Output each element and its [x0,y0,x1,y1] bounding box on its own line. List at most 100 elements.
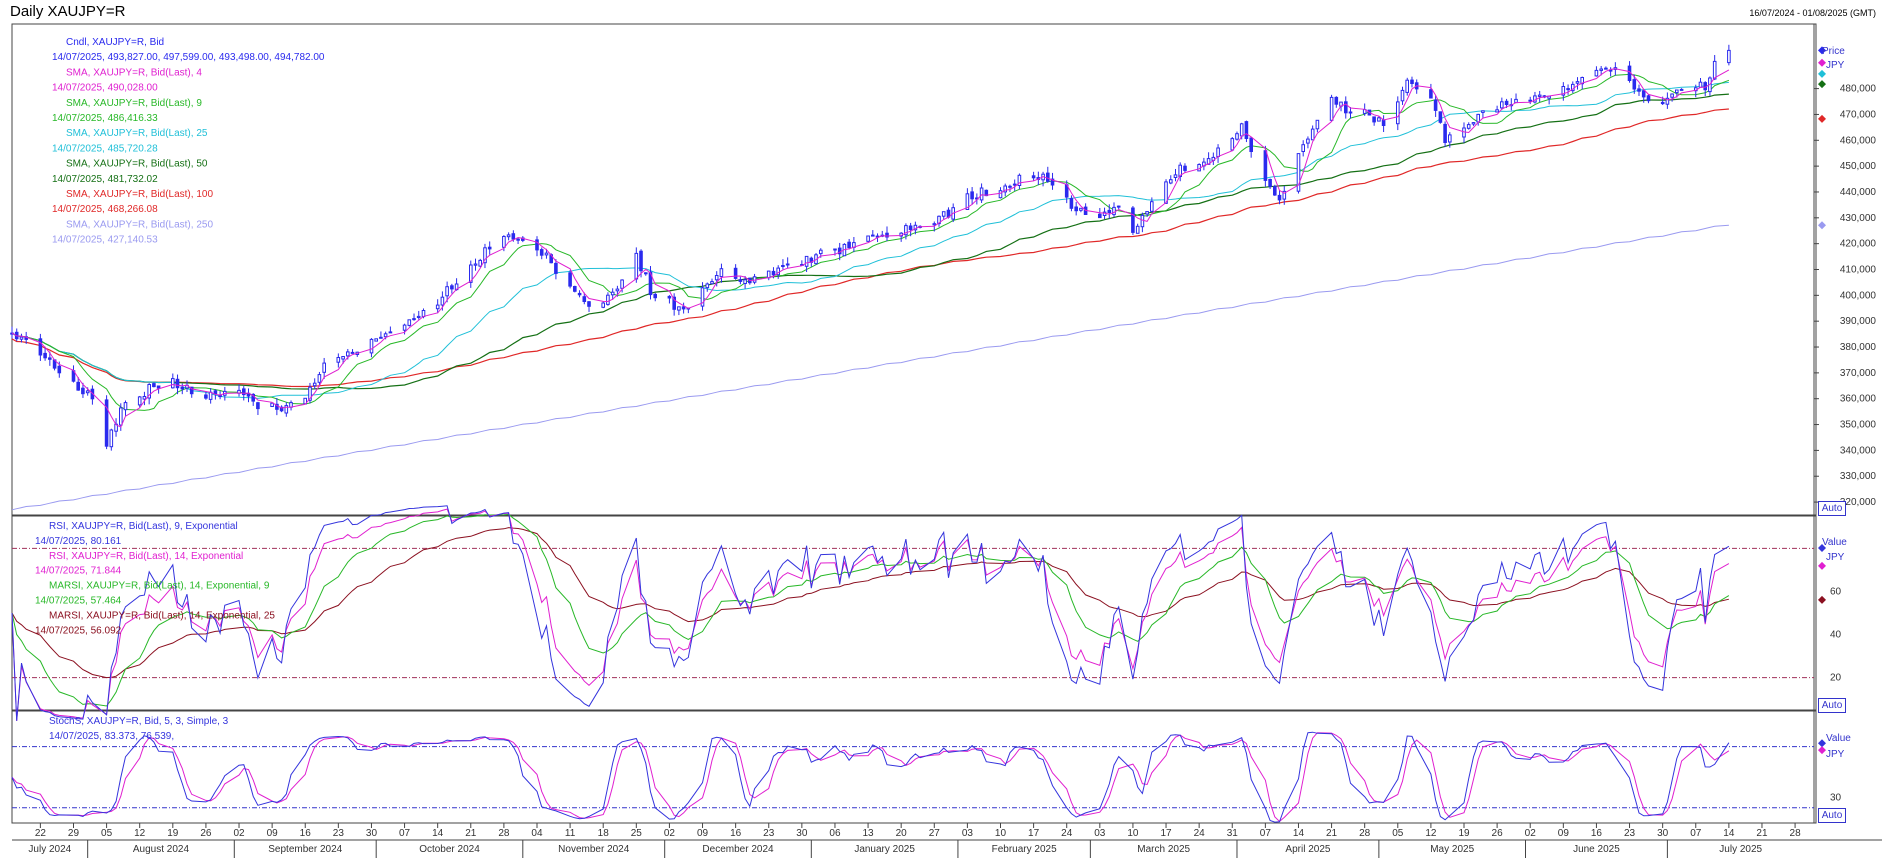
candle-body [180,387,185,390]
candle-body [1012,183,1017,186]
rsi-y-tick-label: 40 [1830,630,1842,641]
x-day-label: 30 [796,828,808,839]
rsi-y-tick-label: 20 [1830,673,1842,684]
candle-body [1249,137,1254,152]
x-day-label: 23 [1624,828,1636,839]
x-day-label: 12 [1425,828,1437,839]
candle-body [1150,201,1154,212]
legend-label: RSI, XAUJPY=R, Bid(Last), 9, Exponential [49,521,238,532]
candle-body [1712,60,1717,80]
candle-body [700,287,705,307]
candle-body [1239,123,1244,137]
legend-value: 14/07/2025, 486,416.33 [52,113,158,124]
last-value-marker [1818,114,1826,123]
x-month-label: January 2025 [854,844,915,855]
candle-body [1528,99,1533,102]
candle-body [1537,94,1542,97]
candle-body [251,393,255,402]
candle-body [1679,88,1684,91]
rsi-auto-scale-button[interactable]: Auto [1818,698,1846,713]
legend-value: 14/07/2025, 57.464 [35,596,122,607]
candle-body [1183,165,1187,171]
candle-body [242,388,246,396]
candle-body [416,315,421,318]
candle-body [1646,95,1651,102]
candle-body [1561,86,1566,96]
candle-body [644,272,648,275]
x-day-label: 28 [1790,828,1802,839]
candle-body [189,386,194,395]
candle-body [1216,147,1220,157]
x-day-label: 10 [995,828,1007,839]
candle-body [1310,128,1315,141]
x-day-label: 13 [863,828,875,839]
candle-body [1637,88,1641,92]
x-day-label: 12 [134,828,146,839]
candle-body [615,288,620,292]
candle-body [1533,95,1537,103]
x-day-label: 17 [1028,828,1040,839]
candle-body [478,259,482,267]
candle-body [1400,89,1405,102]
rsi-axis-label: Value [1822,537,1847,548]
candle-body [218,395,222,398]
x-day-label: 04 [531,828,543,839]
candle-body [743,279,747,284]
candle-body [766,270,771,279]
candle-body [1074,206,1079,212]
stoch-k-line [11,731,1730,823]
x-day-label: 26 [1492,828,1504,839]
candle-body [1632,79,1637,90]
candle-body [1135,225,1140,234]
candle-body [544,252,549,256]
price-auto-scale-button[interactable]: Auto [1818,501,1846,516]
candle-body [714,275,719,281]
candle-body [502,236,506,248]
x-day-label: 23 [763,828,775,839]
stoch-last-marker [1818,746,1826,755]
candle-body [147,384,151,399]
candle-body [738,279,743,282]
candle-body [871,234,875,237]
x-day-label: 30 [1657,828,1669,839]
x-day-label: 10 [1127,828,1139,839]
stoch-auto-scale-button[interactable]: Auto [1818,808,1846,823]
legend-label: MARSI, XAUJPY=R, Bid(Last), 14, Exponent… [49,581,270,592]
candle-body [407,319,412,326]
x-month-label: April 2025 [1285,844,1330,855]
candle-body [469,264,473,283]
x-month-label: June 2025 [1573,844,1620,855]
candle-body [208,391,213,400]
x-month-label: November 2024 [558,844,630,855]
candle-body [1377,117,1381,122]
date-range-label: 16/07/2024 - 01/08/2025 (GMT) [1749,8,1876,18]
x-day-label: 06 [829,828,841,839]
x-month-label: August 2024 [133,844,190,855]
candle-body [932,223,937,226]
candle-body [123,402,128,411]
candle-body [1405,79,1410,93]
x-day-label: 02 [233,828,245,839]
x-day-label: 16 [1591,828,1603,839]
candle-body [539,249,544,256]
candle-body [819,249,823,255]
rsi-y-tick-label: 60 [1830,586,1842,597]
candle-body [1273,186,1277,196]
candle-body [1438,111,1443,123]
x-day-label: 02 [664,828,676,839]
price-y-tick-label: 370,000 [1840,368,1877,379]
candle-body [308,386,312,401]
candle-body [677,306,681,311]
x-day-label: 31 [1227,828,1239,839]
x-day-label: 09 [1558,828,1570,839]
candle-body [568,272,572,287]
candle-body [19,336,24,340]
legend-value: 14/07/2025, 490,028.00 [52,83,158,94]
x-day-label: 19 [167,828,179,839]
candle-body [582,296,587,303]
last-value-marker [1818,80,1826,89]
x-day-label: 14 [1293,828,1305,839]
legend-value: 14/07/2025, 80.161 [35,536,122,547]
x-day-label: 24 [1061,828,1073,839]
